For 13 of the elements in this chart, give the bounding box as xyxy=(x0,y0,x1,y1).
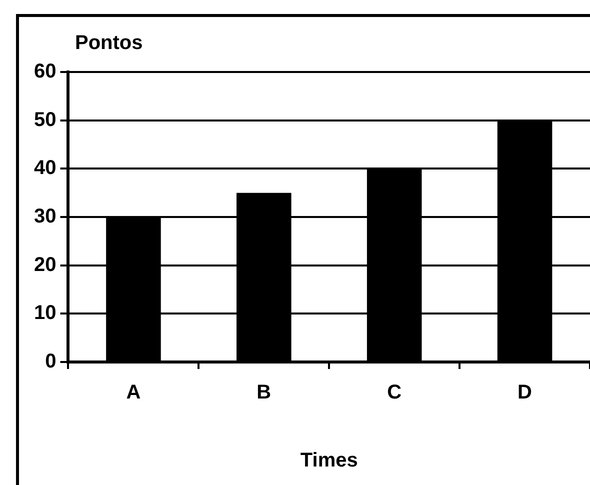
y-axis-title: Pontos xyxy=(75,32,143,55)
y-tick-label: 60 xyxy=(34,60,56,83)
x-axis-title: Times xyxy=(300,450,358,472)
x-tick-label: A xyxy=(126,382,141,404)
y-tick-label: 30 xyxy=(34,206,56,228)
x-tick-label: C xyxy=(387,382,402,404)
y-tick-label: 20 xyxy=(34,254,56,276)
x-tick-label: D xyxy=(518,382,532,404)
y-tick-label: 40 xyxy=(34,157,56,180)
y-tick-label: 50 xyxy=(34,108,56,131)
x-tick-label: B xyxy=(256,382,272,404)
y-tick-label: 10 xyxy=(34,302,56,324)
y-tick-label: 0 xyxy=(45,350,56,373)
